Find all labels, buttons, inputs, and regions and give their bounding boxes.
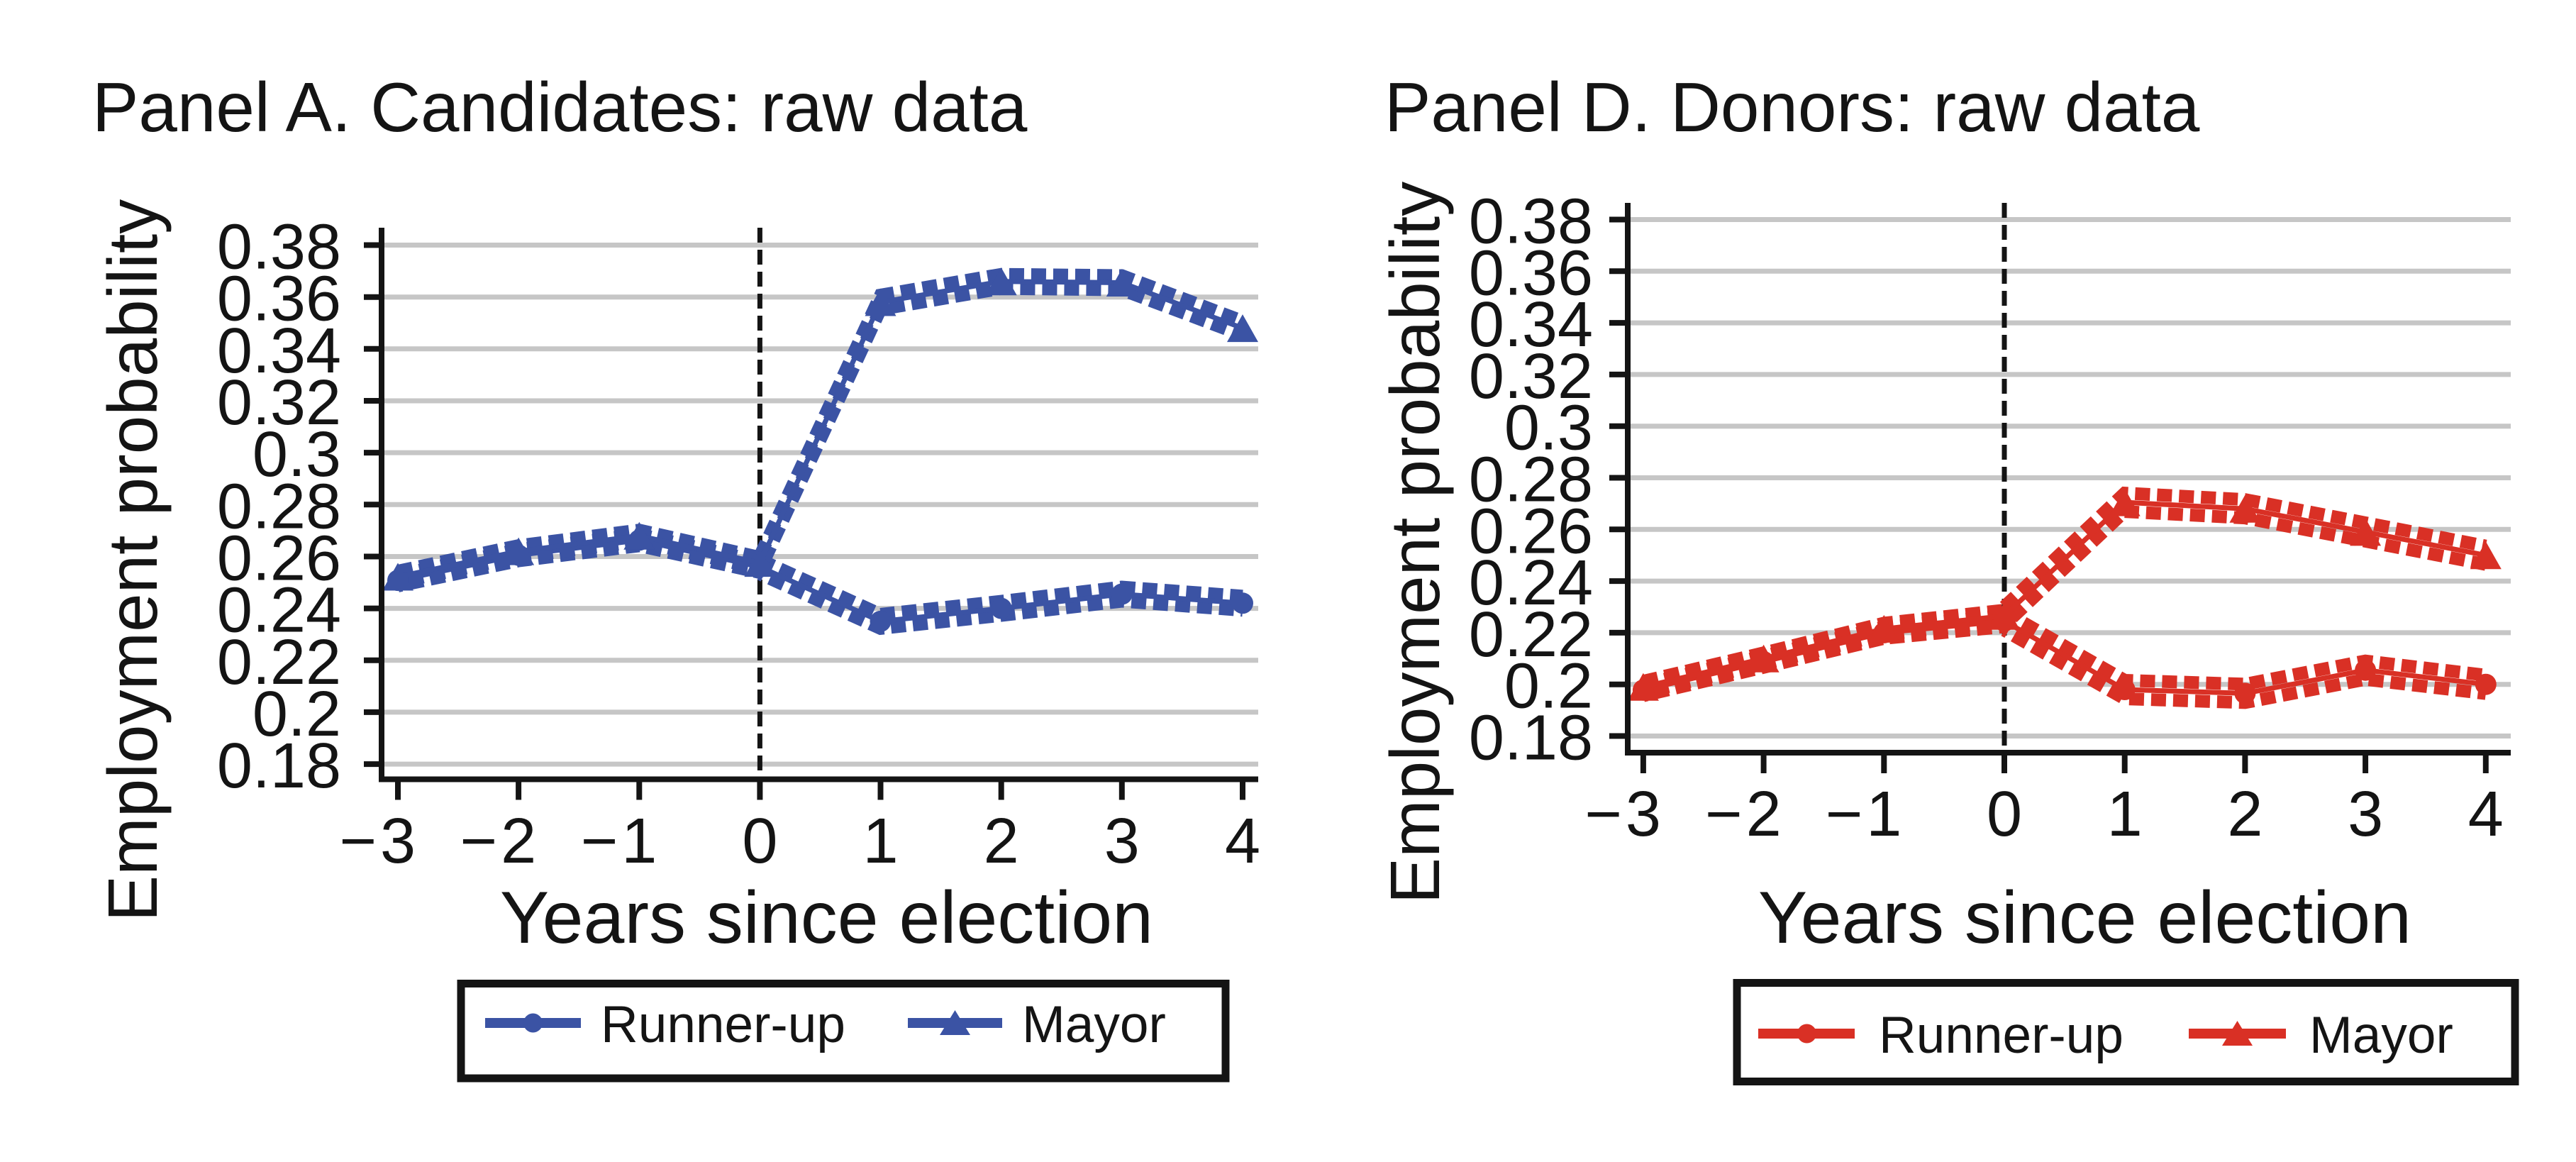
svg-text:3: 3	[2348, 779, 2383, 850]
svg-text:Employment probability: Employment probability	[1376, 182, 1454, 904]
svg-text:Employment probability: Employment probability	[94, 199, 172, 922]
svg-text:0.32: 0.32	[1469, 341, 1593, 412]
svg-text:−: −	[1826, 779, 1863, 850]
svg-text:Mayor: Mayor	[1022, 996, 1166, 1053]
svg-text:Runner-up: Runner-up	[601, 996, 845, 1053]
svg-text:0.26: 0.26	[1469, 496, 1593, 567]
svg-text:3: 3	[380, 806, 416, 877]
svg-text:0.28: 0.28	[1469, 445, 1593, 516]
svg-text:0.26: 0.26	[217, 524, 341, 594]
svg-text:2: 2	[984, 806, 1019, 877]
svg-text:Years since election: Years since election	[500, 877, 1153, 959]
svg-text:4: 4	[2468, 779, 2504, 850]
svg-text:4: 4	[1225, 806, 1260, 877]
svg-text:1: 1	[621, 806, 657, 877]
svg-text:2: 2	[501, 806, 536, 877]
svg-text:0.24: 0.24	[217, 575, 341, 646]
svg-text:0.36: 0.36	[217, 264, 341, 335]
svg-text:1: 1	[2107, 779, 2143, 850]
svg-text:3: 3	[1104, 806, 1140, 877]
svg-text:−: −	[1584, 779, 1622, 850]
svg-text:Runner-up: Runner-up	[1879, 1007, 2123, 1064]
svg-text:0.32: 0.32	[217, 367, 341, 438]
svg-text:3: 3	[1626, 779, 1661, 850]
svg-text:0.34: 0.34	[1469, 289, 1593, 360]
svg-text:−: −	[460, 806, 498, 877]
svg-text:0.24: 0.24	[1469, 548, 1593, 619]
svg-text:0.38: 0.38	[217, 212, 341, 283]
svg-text:−: −	[339, 806, 377, 877]
svg-text:0: 0	[1987, 779, 2022, 850]
svg-text:0.28: 0.28	[217, 471, 341, 542]
svg-text:0.18: 0.18	[1469, 703, 1593, 774]
svg-text:−: −	[581, 806, 618, 877]
svg-text:0.18: 0.18	[217, 731, 341, 802]
svg-text:1: 1	[1866, 779, 1902, 850]
svg-text:Panel D. Donors: raw data: Panel D. Donors: raw data	[1384, 68, 2200, 146]
svg-text:0.34: 0.34	[217, 316, 341, 387]
svg-text:−: −	[1705, 779, 1743, 850]
svg-text:0.2: 0.2	[252, 679, 341, 750]
svg-text:0.2: 0.2	[1504, 651, 1593, 722]
svg-text:Years since election: Years since election	[1758, 877, 2411, 959]
svg-text:0.38: 0.38	[1469, 187, 1593, 258]
svg-text:0.3: 0.3	[252, 419, 341, 490]
svg-text:1: 1	[862, 806, 898, 877]
svg-text:Mayor: Mayor	[2309, 1007, 2453, 1064]
svg-text:Panel A. Candidates: raw data: Panel A. Candidates: raw data	[92, 68, 1028, 146]
svg-text:2: 2	[1746, 779, 1782, 850]
svg-text:0.3: 0.3	[1504, 393, 1593, 464]
svg-text:0: 0	[742, 806, 777, 877]
svg-text:0.22: 0.22	[1469, 599, 1593, 670]
svg-text:0.36: 0.36	[1469, 238, 1593, 309]
svg-text:0.22: 0.22	[217, 627, 341, 698]
svg-text:2: 2	[2227, 779, 2263, 850]
